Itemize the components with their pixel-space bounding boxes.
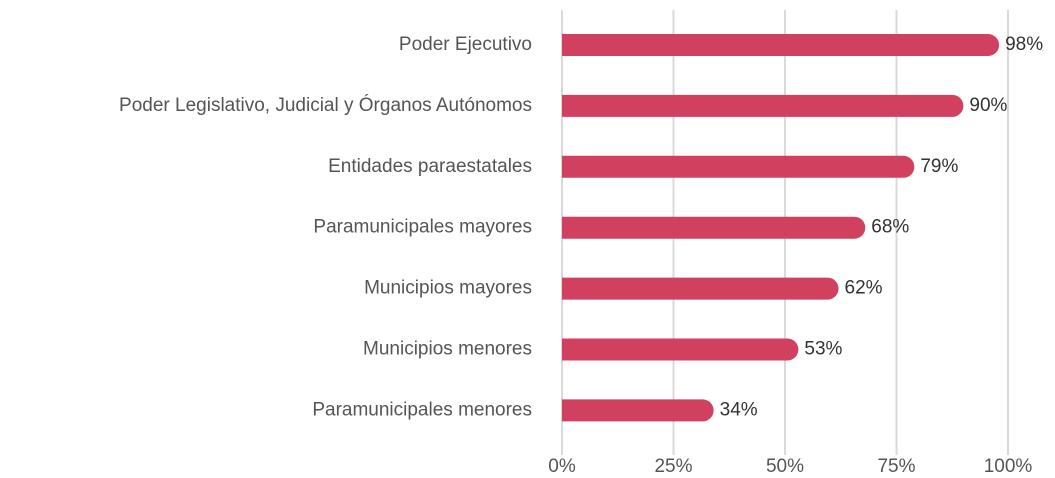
data-label: 90% <box>969 95 1007 116</box>
bar <box>562 94 964 117</box>
y-tick-label: Municipios menores <box>363 339 532 360</box>
x-tick-label: 75% <box>877 456 915 477</box>
bar <box>562 277 839 300</box>
x-tick-label: 100% <box>984 456 1033 477</box>
x-tick-label: 50% <box>766 456 804 477</box>
data-label: 53% <box>804 339 842 360</box>
y-tick-label: Paramunicipales mayores <box>313 217 532 238</box>
data-label: 79% <box>920 156 958 177</box>
x-tick-label: 25% <box>654 456 692 477</box>
data-label: 62% <box>845 278 883 299</box>
bar <box>562 216 866 239</box>
y-tick-label: Poder Legislativo, Judicial y Órganos Au… <box>119 94 532 116</box>
x-tick-label: 0% <box>548 456 576 477</box>
data-label: 68% <box>871 217 909 238</box>
bar <box>562 338 799 361</box>
y-tick-label: Entidades paraestatales <box>328 156 532 177</box>
data-label: 34% <box>720 399 758 420</box>
data-label: 98% <box>1005 34 1043 55</box>
bar <box>562 34 1000 56</box>
bar <box>562 399 714 422</box>
y-tick-label: Paramunicipales menores <box>312 399 532 420</box>
bar <box>562 155 915 178</box>
y-tick-label: Poder Ejecutivo <box>399 34 532 55</box>
y-tick-label: Municipios mayores <box>364 278 532 299</box>
